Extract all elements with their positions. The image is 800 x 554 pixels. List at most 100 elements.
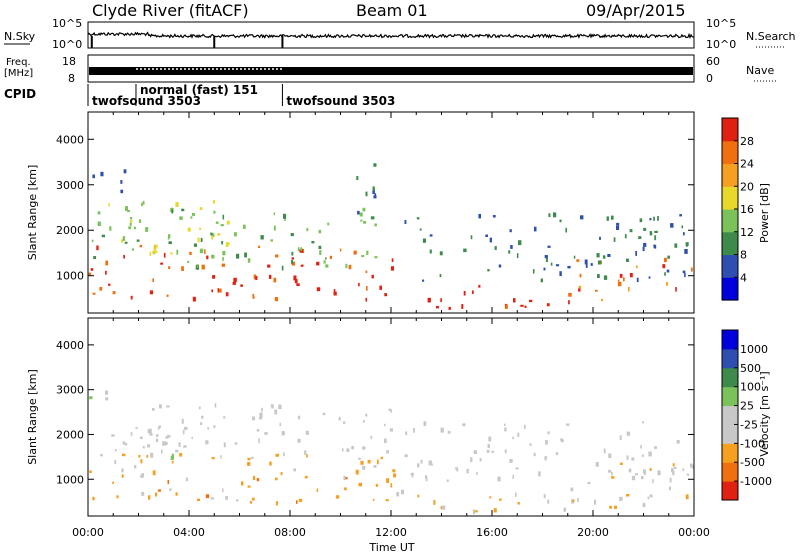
data-cell [199,422,203,425]
data-cell [682,468,685,471]
data-cell [461,304,464,309]
data-cell [304,450,307,455]
data-cell [485,234,488,237]
data-cell [269,461,272,466]
data-cell [448,306,451,310]
data-cell [133,226,137,230]
noise-right-tick-top: 10^5 [706,17,736,30]
velocity-colorbar: -1000 -500 -100 -25 25 100 500 1000 [721,329,772,501]
data-cell [187,227,191,232]
data-cell [175,449,179,453]
data-cell [164,441,168,445]
data-cell [684,272,686,278]
cpid-program-label: normal (fast) 151 [140,83,258,97]
x-tick-label: 16:00 [476,526,508,539]
data-cell [611,476,615,479]
data-cell [602,255,606,259]
data-cell [270,404,274,407]
y-tick-label: 4000 [56,339,84,352]
data-cell [96,245,99,251]
data-cell [667,255,670,259]
velocity-colorbar-label: Velocity [m s⁻¹] [758,371,771,456]
colorbar-segment [722,481,738,501]
data-cell [684,249,688,254]
data-cell [341,448,344,452]
x-tick-label: 20:00 [577,526,609,539]
data-cell [664,272,666,276]
data-cell [259,417,263,420]
data-cell [370,216,375,220]
data-cell [181,418,184,424]
data-cell [682,270,686,274]
freq-band [89,67,693,75]
data-cell [168,266,171,269]
data-cell [389,428,393,432]
colorbar-tick-label: 1000 [740,343,768,356]
data-cell [365,413,368,417]
data-cell [166,405,170,408]
data-cell [373,465,377,468]
data-cell [212,200,215,204]
data-cell [335,495,340,499]
data-cell [629,229,633,233]
colorbar-tick-label: 500 [740,362,761,375]
data-cell [614,505,617,509]
data-cell [455,467,458,470]
data-cell [151,408,155,411]
data-cell [99,287,103,291]
data-cell [255,276,258,280]
data-cell [641,454,644,457]
data-cell [498,264,502,268]
data-cell [101,234,105,238]
data-cell [304,475,308,479]
data-cell [384,438,387,444]
data-cell [413,428,415,433]
data-cell [155,438,159,443]
data-cell [374,223,377,227]
data-cell [566,423,570,426]
data-cell [105,397,109,401]
data-cell [644,472,646,476]
data-cell [559,219,562,223]
data-cell [515,467,519,470]
data-cell [130,220,133,223]
data-cell [199,207,203,210]
x-tick-label: 00:00 [678,526,710,539]
data-cell [608,469,612,473]
data-cell [273,277,277,283]
data-cell [489,237,492,243]
data-cell [196,498,200,501]
data-cell [167,237,170,240]
data-cell [128,226,132,230]
data-cell [163,252,166,258]
colorbar-tick-label: -1000 [740,475,772,488]
data-cell [207,427,210,430]
data-cell [136,239,140,242]
data-cell [108,203,110,207]
data-cell [417,494,420,498]
data-cell [135,427,138,430]
y-tick-label: 1000 [56,270,84,283]
data-cell [178,442,181,447]
data-cell [365,297,368,302]
data-cell [198,406,201,410]
data-cell [220,455,222,459]
data-cell [179,453,183,457]
data-cell [635,265,638,269]
data-cell [446,479,449,482]
freq-left-label-2: [MHz] [4,68,33,79]
data-cell [291,261,296,266]
cpid-program-label: twofsound 3503 [92,94,201,108]
data-cell [487,269,490,272]
data-cell [509,229,512,233]
data-cell [410,472,414,476]
data-cell [360,460,364,465]
data-cell [425,478,428,482]
data-cell [333,291,337,296]
data-cell [653,216,655,221]
x-axis-label: Time UT [368,541,414,554]
data-cell [672,463,675,467]
data-cell [692,464,695,469]
data-cell [570,487,574,492]
